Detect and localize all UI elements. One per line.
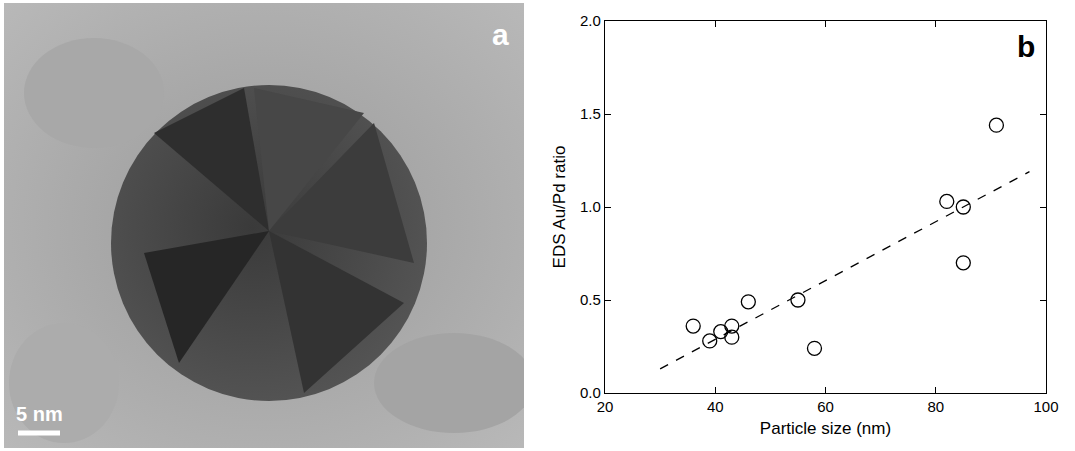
svg-text:20: 20 xyxy=(597,398,614,415)
svg-text:2.0: 2.0 xyxy=(580,12,601,29)
svg-text:0.5: 0.5 xyxy=(580,291,601,308)
svg-text:60: 60 xyxy=(817,398,834,415)
svg-text:80: 80 xyxy=(927,398,944,415)
svg-text:5 nm: 5 nm xyxy=(16,403,63,425)
svg-text:EDS Au/Pd ratio: EDS Au/Pd ratio xyxy=(550,146,569,269)
svg-text:1.0: 1.0 xyxy=(580,198,601,215)
svg-text:1.5: 1.5 xyxy=(580,105,601,122)
svg-text:b: b xyxy=(1017,30,1035,63)
svg-text:Particle size (nm): Particle size (nm) xyxy=(760,419,891,438)
svg-text:a: a xyxy=(492,18,509,51)
svg-text:0.0: 0.0 xyxy=(580,384,601,401)
svg-text:40: 40 xyxy=(707,398,724,415)
svg-text:100: 100 xyxy=(1033,398,1058,415)
